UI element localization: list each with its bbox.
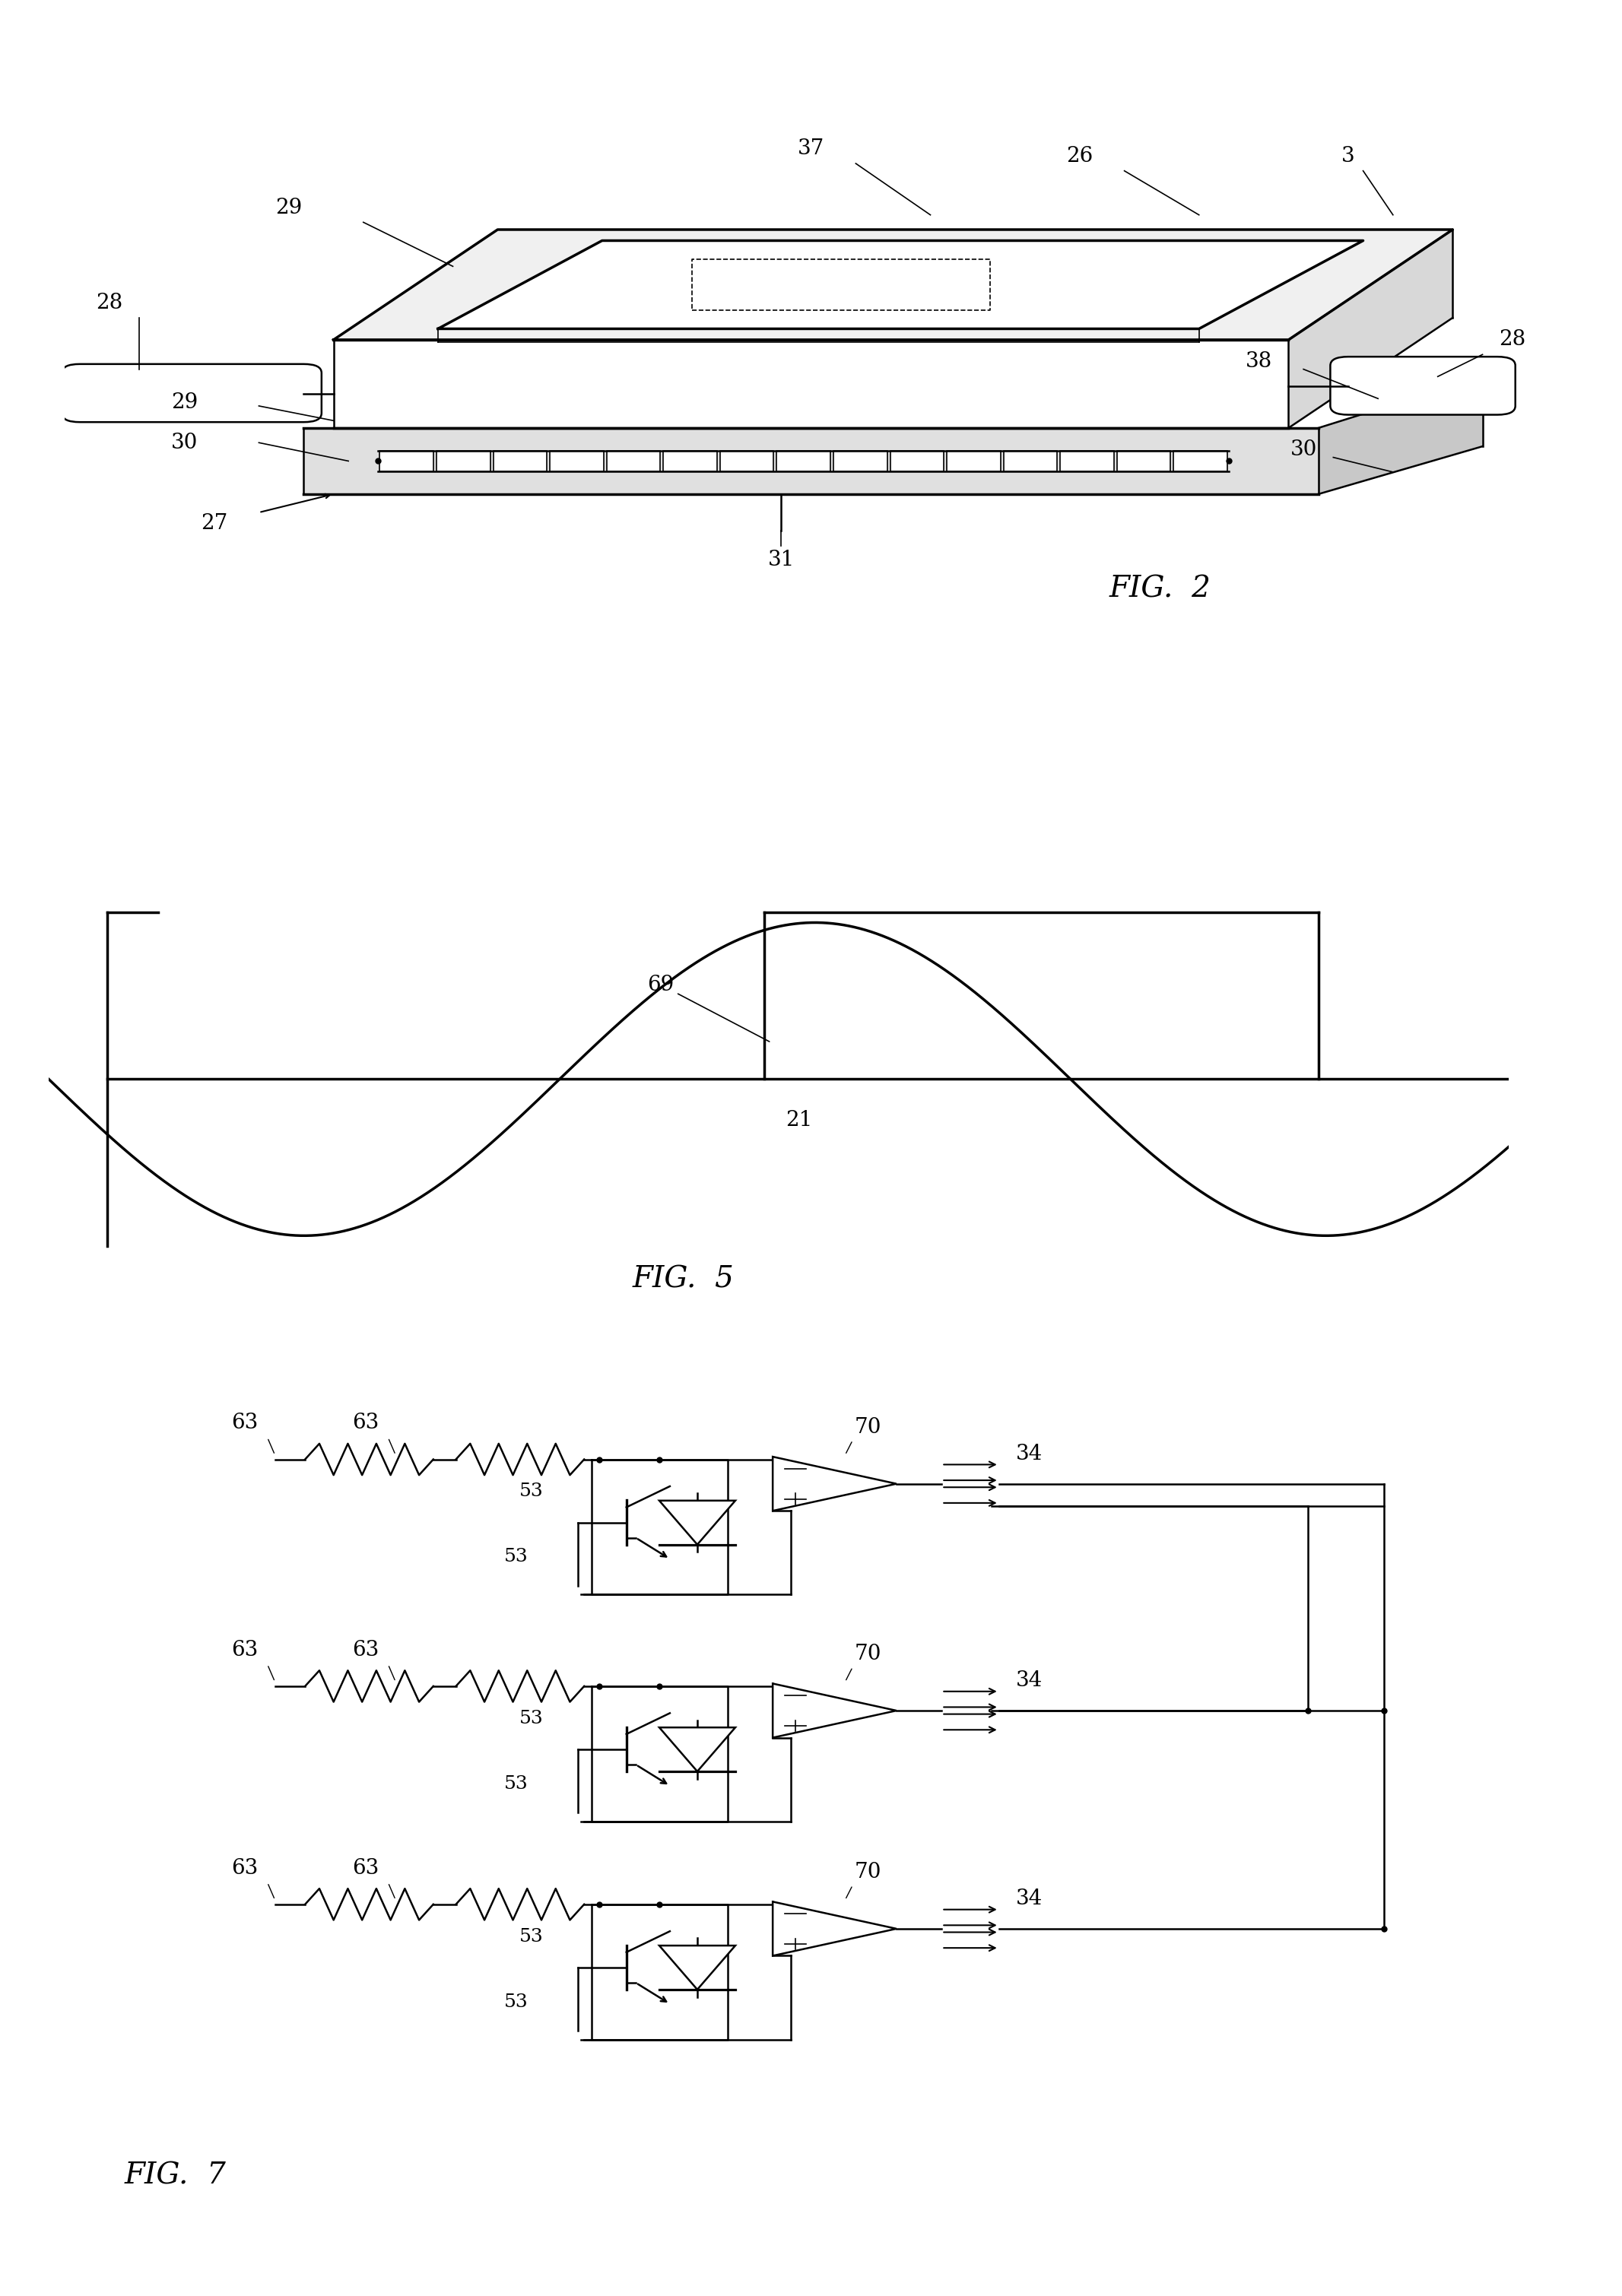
Text: 53: 53 — [504, 1775, 529, 1793]
Polygon shape — [334, 230, 1453, 340]
Polygon shape — [772, 1901, 897, 1956]
Text: FIG.  2: FIG. 2 — [1109, 574, 1212, 604]
Text: 53: 53 — [519, 1483, 543, 1499]
Bar — [1118, 450, 1171, 471]
Bar — [720, 450, 774, 471]
Text: FIG.  7: FIG. 7 — [125, 2161, 225, 2190]
Bar — [380, 450, 433, 471]
Text: 69: 69 — [647, 974, 769, 1042]
Bar — [607, 450, 660, 471]
Bar — [834, 450, 887, 471]
Text: 27: 27 — [201, 514, 227, 533]
Text: 70: 70 — [855, 1644, 881, 1665]
Polygon shape — [303, 427, 1319, 494]
Polygon shape — [1319, 377, 1483, 494]
Text: 53: 53 — [519, 1929, 543, 1945]
Text: 70: 70 — [855, 1862, 881, 1883]
Text: 29: 29 — [170, 393, 198, 413]
Text: 3: 3 — [1341, 147, 1354, 165]
Bar — [493, 450, 547, 471]
Text: 34: 34 — [1015, 1887, 1043, 1908]
Bar — [947, 450, 1001, 471]
Bar — [777, 450, 830, 471]
Text: 30: 30 — [170, 432, 198, 452]
Text: 53: 53 — [519, 1711, 543, 1727]
Polygon shape — [659, 1945, 735, 1991]
Text: 63: 63 — [352, 1639, 380, 1660]
Text: 30: 30 — [1289, 441, 1317, 459]
Text: 38: 38 — [1246, 351, 1272, 372]
FancyBboxPatch shape — [1330, 356, 1515, 416]
Text: 34: 34 — [1015, 1444, 1043, 1465]
FancyBboxPatch shape — [62, 365, 321, 422]
Text: 53: 53 — [504, 1993, 529, 2011]
Text: 63: 63 — [352, 1857, 380, 1878]
Text: 63: 63 — [232, 1639, 258, 1660]
Polygon shape — [1288, 230, 1453, 427]
Bar — [436, 450, 490, 471]
Text: 34: 34 — [1015, 1669, 1043, 1690]
Text: 70: 70 — [855, 1417, 881, 1437]
Text: 63: 63 — [232, 1857, 258, 1878]
Bar — [1061, 450, 1114, 471]
Polygon shape — [772, 1456, 897, 1511]
Polygon shape — [659, 1727, 735, 1773]
Bar — [663, 450, 717, 471]
Text: 21: 21 — [787, 1111, 813, 1130]
Bar — [550, 450, 603, 471]
Polygon shape — [438, 241, 1362, 328]
Text: 28: 28 — [1499, 331, 1526, 349]
Text: 26: 26 — [1066, 147, 1093, 165]
Polygon shape — [772, 1683, 897, 1738]
Bar — [1004, 450, 1058, 471]
Text: FIG.  5: FIG. 5 — [633, 1265, 735, 1295]
Text: 28: 28 — [96, 294, 123, 312]
Text: 63: 63 — [352, 1412, 380, 1433]
Text: 63: 63 — [232, 1412, 258, 1433]
Text: 29: 29 — [276, 197, 302, 218]
Bar — [1174, 450, 1228, 471]
Text: 31: 31 — [767, 551, 795, 569]
Text: 37: 37 — [798, 138, 824, 158]
Polygon shape — [334, 340, 1288, 427]
Bar — [890, 450, 944, 471]
Polygon shape — [659, 1502, 735, 1545]
Text: 53: 53 — [504, 1548, 529, 1566]
